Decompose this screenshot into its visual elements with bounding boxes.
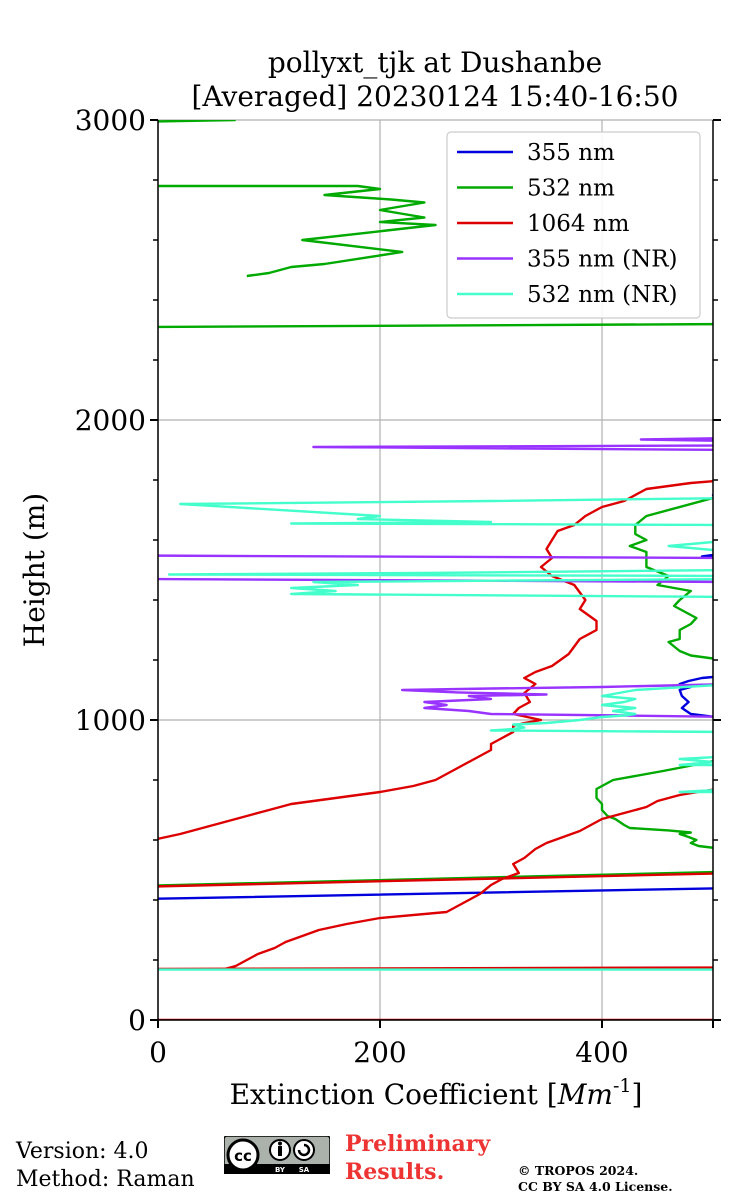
x-axis-label-exponent: -1 — [613, 1075, 632, 1097]
legend-label: 1064 nm — [527, 211, 630, 237]
y-tick-label: 1000 — [75, 704, 146, 737]
legend: 355 nm 532 nm 1064 nm 355 nm (NR) 532 nm (NR… — [446, 131, 701, 319]
y-tick-label: 2000 — [75, 404, 146, 437]
x-tick-label: 0 — [149, 1036, 167, 1069]
x-axis-label-end: ] — [631, 1078, 642, 1111]
y-tick-label: 3000 — [75, 104, 146, 137]
legend-box — [446, 131, 701, 319]
series-line-3 — [158, 479, 713, 1020]
series-line-5 — [158, 497, 713, 971]
version-text: Version: 4.0 — [16, 1139, 149, 1164]
cc-license-icon: cc BY SA — [224, 1136, 330, 1174]
x-axis-label-unit: Mm — [557, 1078, 613, 1111]
copyright-note: © TROPOS 2024. CC BY SA 4.0 License. — [518, 1163, 673, 1195]
method-text: Method: Raman — [16, 1167, 195, 1192]
legend-label: 532 nm (NR) — [527, 282, 678, 308]
x-axis-label: Extinction Coefficient [Mm-1] — [230, 1075, 643, 1111]
legend-label: 532 nm — [527, 176, 615, 202]
series-line-1 — [158, 493, 713, 900]
series-line-4 — [158, 437, 713, 718]
legend-label: 355 nm (NR) — [527, 247, 678, 273]
axes: 0 1000 2000 3000 0 200 400 — [75, 104, 721, 1069]
preliminary-line1: Preliminary — [345, 1131, 491, 1157]
x-axis-label-text: Extinction Coefficient [ — [230, 1078, 558, 1111]
copyright-line1: © TROPOS 2024. — [518, 1163, 639, 1178]
footer-info: Version: 4.0 Method: Raman — [16, 1138, 195, 1194]
chart-title-line2: [Averaged] 20230124 15:40-16:50 — [192, 80, 679, 113]
preliminary-results-note: Preliminary Results. — [345, 1130, 490, 1186]
svg-text:cc: cc — [234, 1147, 252, 1165]
titles: pollyxt_tjk at Dushanbe [Averaged] 20230… — [18, 46, 678, 1111]
x-tick-label: 400 — [575, 1036, 628, 1069]
chart-title-line1: pollyxt_tjk at Dushanbe — [268, 46, 602, 79]
svg-text:BY: BY — [275, 1166, 286, 1174]
copyright-line2: CC BY SA 4.0 License. — [518, 1179, 673, 1194]
x-tick-label: 200 — [353, 1036, 406, 1069]
preliminary-line2: Results. — [345, 1159, 445, 1185]
y-axis-label: Height (m) — [18, 493, 51, 647]
y-tick-label: 0 — [128, 1004, 146, 1037]
series-lines — [158, 120, 713, 1020]
svg-text:SA: SA — [299, 1166, 310, 1174]
legend-label: 355 nm — [527, 140, 615, 166]
